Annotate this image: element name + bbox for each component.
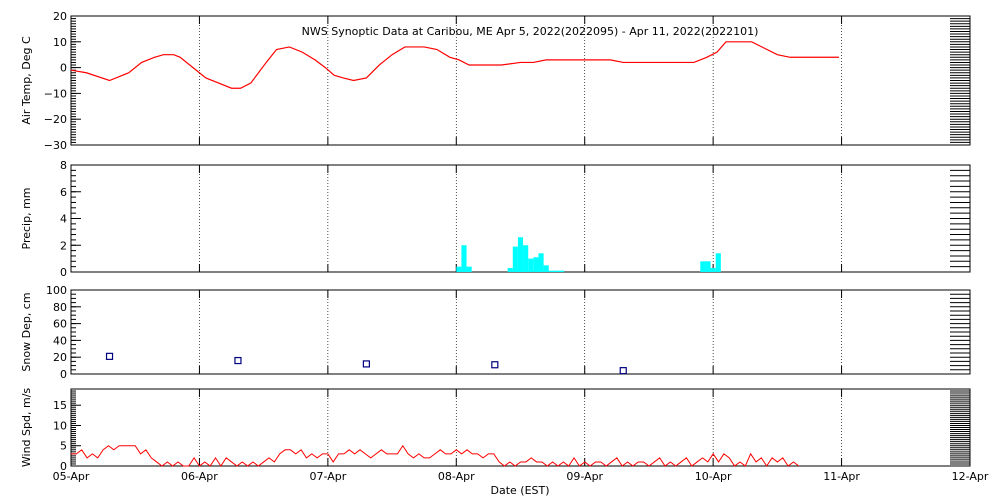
snow-depth-point (619, 367, 627, 375)
x-tick-label: 06-Apr (181, 470, 218, 483)
y-tick-label: −20 (44, 113, 67, 126)
precip-bar (523, 245, 529, 272)
y-tick-label: −30 (44, 139, 67, 152)
precip-bar (517, 237, 524, 272)
y-tick-label: 8 (60, 159, 67, 172)
y-tick-label: 60 (53, 318, 67, 331)
y-tick-label: 10 (53, 419, 67, 432)
y-tick-label: 0 (60, 62, 67, 75)
precip-bar (507, 267, 513, 272)
x-tick-label: 08-Apr (438, 470, 475, 483)
snow-depth-point (491, 361, 499, 369)
precip-bar (710, 267, 716, 272)
precip-bar (466, 266, 472, 272)
precip-bar (548, 270, 554, 272)
y-tick-label: 20 (53, 10, 67, 23)
x-tick-label: 09-Apr (566, 470, 603, 483)
y-tick-label: 6 (60, 186, 67, 199)
precip-bar (528, 258, 534, 272)
snow-depth-point (234, 356, 242, 365)
precip-bar (512, 246, 518, 272)
y-tick-label: 0 (60, 460, 67, 473)
y-axis-label: Wind Spd, m/s (20, 388, 33, 468)
chart-title: NWS Synoptic Data at Caribou, ME Apr 5, … (302, 25, 759, 38)
chart-panels: −30 −20 −10 0 10 20 Air Temp, Deg C 0 2 4 6 8 Precip… (20, 10, 989, 483)
y-tick-label: 5 (60, 440, 67, 453)
precip-bar (705, 261, 711, 272)
x-tick-label: 07-Apr (309, 470, 346, 483)
y-tick-label: 0 (60, 266, 67, 279)
snow-depth-point (105, 352, 114, 360)
y-tick-label: 100 (46, 284, 67, 297)
precip-bar (559, 270, 565, 272)
y-axis-label: Precip, mm (20, 188, 33, 250)
y-tick-label: 40 (53, 334, 67, 347)
precip-bar (456, 266, 462, 272)
snow-depth-point (362, 360, 370, 368)
y-tick-label: 10 (53, 36, 67, 49)
precip-bar (533, 257, 539, 272)
x-tick-label: 10-Apr (695, 470, 732, 483)
y-tick-label: 20 (53, 351, 67, 364)
panel-frame (70, 289, 971, 375)
y-tick-label: 2 (60, 239, 67, 252)
precip-bar (461, 245, 467, 272)
precip-bar (700, 261, 706, 272)
precip-bar (543, 265, 549, 272)
y-tick-label: 80 (53, 301, 67, 314)
precip-bar (715, 253, 721, 272)
x-tick-label: 12-Apr (952, 470, 989, 483)
x-axis-label: Date (EST) (490, 484, 549, 497)
y-tick-label: −10 (44, 87, 67, 100)
y-tick-label: 4 (60, 213, 67, 226)
y-axis-label: Air Temp, Deg C (20, 36, 33, 125)
y-tick-label: 0 (60, 368, 67, 381)
air-temp-line (70, 41, 840, 89)
panel-frame (70, 388, 971, 467)
precip-bar (538, 253, 544, 272)
precip-bar (553, 270, 560, 272)
y-tick-label: 15 (53, 399, 67, 412)
y-axis-label: Snow Dep, cm (20, 292, 33, 371)
wind-speed-line (71, 444, 800, 467)
panel-frame (70, 15, 971, 146)
x-tick-label: 11-Apr (823, 470, 860, 483)
x-tick-label: 05-Apr (53, 470, 90, 483)
